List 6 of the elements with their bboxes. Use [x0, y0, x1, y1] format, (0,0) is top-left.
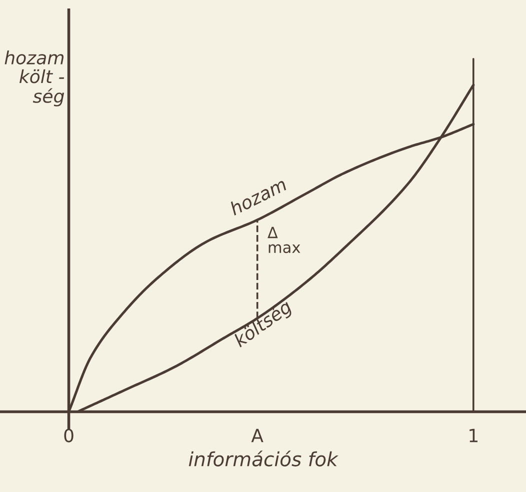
x-tick-label: 1	[470, 428, 478, 442]
x-axis-title: információs fok	[188, 450, 338, 466]
x-tick-label: 0	[64, 428, 74, 442]
x-tick-label: A	[251, 428, 264, 442]
y-axis-title: hozam költ - ség	[4, 50, 64, 106]
ref-line-label: Δ max	[268, 226, 300, 254]
